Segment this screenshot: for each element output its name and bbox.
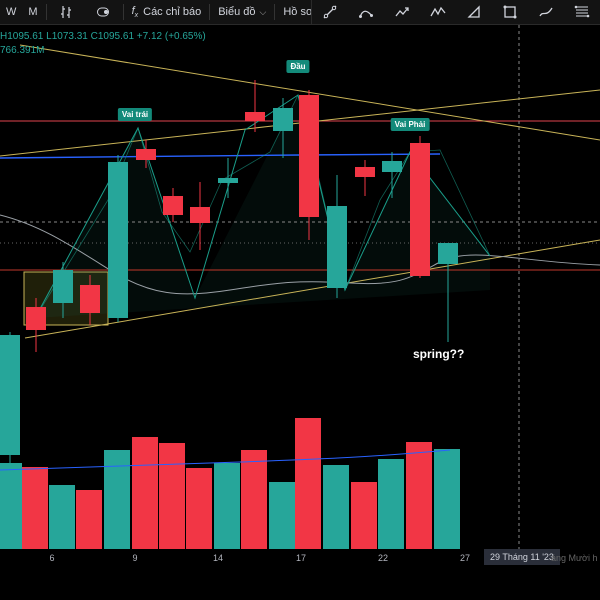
- pattern-area: [35, 95, 490, 318]
- candle-body: [26, 307, 46, 330]
- candle-body: [382, 161, 402, 172]
- candle-body: [273, 108, 293, 131]
- volume-bar: [323, 465, 349, 549]
- arrow-path-icon[interactable]: [384, 0, 420, 24]
- candle-body: [53, 270, 73, 303]
- candle-body: [136, 149, 156, 160]
- chevron-down-icon: ⌵: [259, 6, 267, 17]
- candle-body: [108, 162, 128, 318]
- next-period-label: áng Mười h: [551, 553, 598, 563]
- volume-bar: [0, 463, 22, 549]
- time-tick: 9: [132, 553, 138, 563]
- ma-blue-line: [0, 153, 441, 159]
- candle-body: [245, 112, 265, 121]
- fx-icon: fx: [131, 4, 139, 20]
- candle-body: [410, 143, 430, 276]
- candle-body: [327, 206, 347, 288]
- candle-body: [438, 243, 458, 264]
- time-tick: 17: [295, 553, 307, 563]
- spring-annotation: spring??: [413, 347, 465, 361]
- volume-bar: [214, 463, 240, 549]
- trend-line-icon[interactable]: [312, 0, 348, 24]
- volume-bar: [295, 418, 321, 549]
- bar-style-icon[interactable]: [49, 0, 85, 24]
- right-shoulder-label: Vai Phải: [390, 118, 430, 131]
- compare-icon[interactable]: [85, 0, 121, 24]
- volume-bar: [351, 482, 377, 549]
- bottom-area: [0, 567, 600, 600]
- candle-body: [163, 196, 183, 215]
- toolbar-divider: [274, 4, 276, 20]
- indicators-button[interactable]: fx Các chỉ báo: [131, 4, 202, 20]
- candle-body: [0, 335, 20, 455]
- crosshair-date-label: 29 Tháng 11 '23: [484, 549, 560, 565]
- candle-body: [355, 167, 375, 177]
- toolbar-divider: [45, 4, 47, 20]
- top-toolbar: W M fx Các chỉ báo Biểu đồ⌵ Hồ sơ⌵: [0, 0, 600, 25]
- interval-week-button[interactable]: W: [6, 6, 17, 18]
- volume-bar: [132, 437, 158, 549]
- time-tick: 6: [49, 553, 55, 563]
- ma-grey-line: [0, 214, 600, 295]
- chart-canvas: [0, 25, 600, 549]
- volume-bar: [378, 459, 404, 549]
- price-chart[interactable]: H1095.61 L1073.31 C1095.61 +7.12 (+0.65%…: [0, 25, 600, 549]
- volume-bar: [104, 450, 130, 549]
- volume-bar: [434, 449, 460, 549]
- curve-icon[interactable]: [348, 0, 384, 24]
- volume-bar: [49, 485, 75, 549]
- rectangle-icon[interactable]: [492, 0, 528, 24]
- volume-bar: [186, 468, 212, 549]
- volume-bar: [406, 442, 432, 549]
- drawing-tools: [311, 0, 600, 24]
- interval-month-button[interactable]: M: [28, 6, 38, 18]
- zigzag-icon[interactable]: [420, 0, 456, 24]
- candle-body: [218, 178, 238, 183]
- downtrend-line: [19, 44, 600, 141]
- triangle-icon[interactable]: [456, 0, 492, 24]
- candle-body: [80, 285, 100, 313]
- volume-bar: [159, 443, 185, 549]
- ohlc-legend: H1095.61 L1073.31 C1095.61 +7.12 (+0.65%…: [0, 31, 206, 42]
- volume-bar: [22, 467, 48, 549]
- volume-ma-line: [0, 449, 451, 471]
- volume-bar: [269, 482, 295, 549]
- candle-body: [190, 207, 210, 223]
- volume-bar: [76, 490, 102, 549]
- volume-bar: [241, 450, 267, 549]
- chart-menu-button[interactable]: Biểu đồ ⌵: [218, 6, 267, 18]
- left-shoulder-label: Vai trái: [117, 108, 153, 121]
- volume-legend: 766.391M: [0, 45, 45, 56]
- time-tick: 27: [459, 553, 471, 563]
- candle-body: [299, 95, 319, 217]
- fib-icon[interactable]: [564, 0, 600, 24]
- brush-icon[interactable]: [528, 0, 564, 24]
- head-label: Đầu: [286, 60, 310, 73]
- time-tick: 22: [377, 553, 389, 563]
- toolbar-divider: [209, 4, 211, 20]
- toolbar-divider: [122, 4, 124, 20]
- time-tick: 14: [212, 553, 224, 563]
- time-axis[interactable]: [0, 549, 600, 567]
